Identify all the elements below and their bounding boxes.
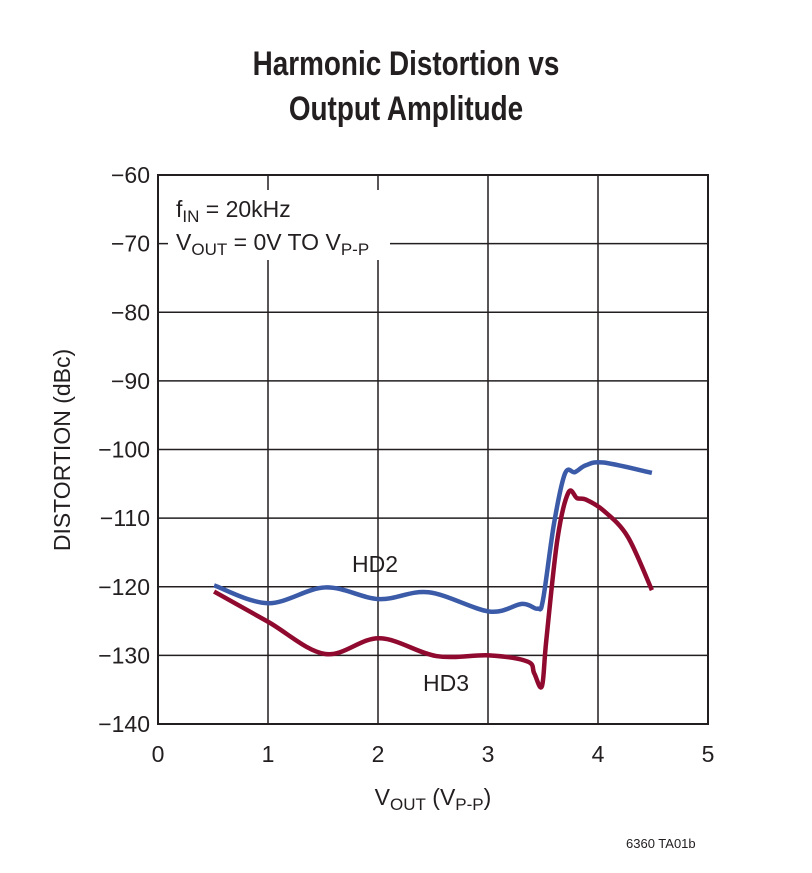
y-tick-label: −80	[111, 299, 150, 325]
x-tick-label: 3	[482, 741, 495, 767]
chart-title-line-1: Harmonic Distortion vs	[252, 45, 560, 83]
chart-title-line-2: Output Amplitude	[288, 90, 524, 128]
y-axis-label: DISTORTION (dBc)	[49, 349, 75, 551]
y-tick-label: −140	[98, 711, 150, 737]
series-label-hd3: HD3	[423, 670, 469, 696]
y-tick-label: −90	[111, 368, 150, 394]
x-axis-label: VOUT (VP-P)	[375, 784, 492, 814]
x-tick-label: 4	[592, 741, 605, 767]
y-tick-label: −110	[100, 505, 150, 531]
annotation-fin: fIN = 20kHz	[176, 196, 291, 226]
x-tick-label: 5	[702, 741, 715, 767]
x-tick-label: 1	[262, 741, 275, 767]
series-label-hd2: HD2	[352, 551, 398, 577]
annotation-vout: VOUT = 0V TO VP-P	[176, 229, 369, 259]
y-tick-label: −130	[98, 642, 150, 668]
series-line-hd2	[213, 459, 653, 614]
series-line-hd3	[213, 488, 654, 690]
annotation-background	[168, 190, 390, 260]
y-tick-label: −100	[98, 437, 150, 463]
y-tick-label: −70	[111, 231, 150, 257]
plot-frame	[157, 174, 709, 725]
y-tick-label: −60	[111, 162, 150, 188]
y-tick-label: −120	[98, 574, 150, 600]
x-tick-label: 2	[372, 741, 385, 767]
figure-id: 6360 TA01b	[626, 836, 696, 851]
x-tick-label: 0	[152, 741, 165, 767]
